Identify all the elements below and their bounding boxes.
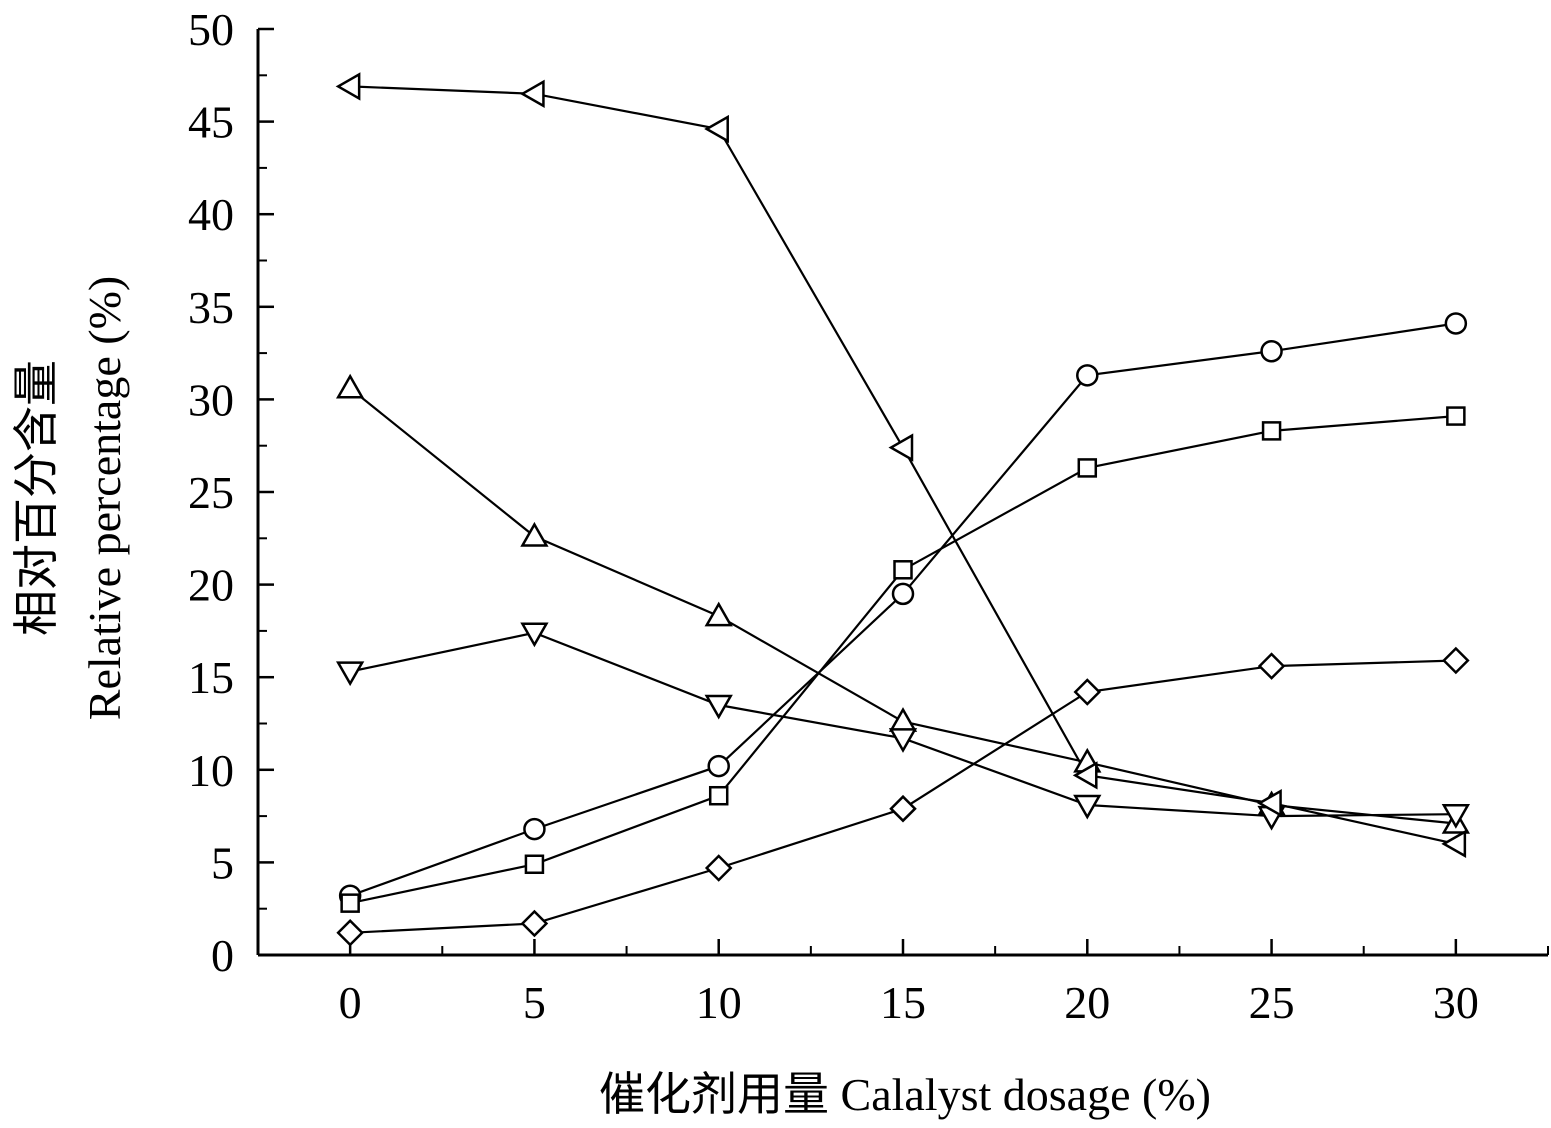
diamond-marker [1442,646,1470,675]
triangle-left-marker [1441,829,1467,859]
triangle-down-marker [1073,794,1102,820]
y-axis-ticks: 0 5 10 15 20 25 30 35 40 45 50 [188,4,274,981]
y-tick-label: 30 [188,374,234,425]
circle-marker [523,817,546,841]
y-tick-label: 25 [188,467,234,518]
triangle-up-marker [888,707,918,732]
y-tick-label: 50 [188,4,234,55]
square-marker [1261,421,1282,441]
y-axis-title-en: Relative percentage (%) [79,276,130,720]
diamond-marker [1073,678,1102,706]
y-tick-label: 5 [211,837,234,888]
square-marker [340,893,360,913]
circle-marker [1260,339,1283,363]
diamond-marker [520,909,549,938]
x-tick-label: 25 [1249,977,1295,1028]
square-marker [708,785,729,806]
triangle-down-marker [1441,803,1471,829]
x-axis-title: 催化剂用量 Calalyst dosage (%) [599,1069,1211,1120]
triangle-left-marker [335,72,361,101]
triangle-up-marker [335,373,365,399]
diamond-marker [1257,652,1286,680]
triangle-left-marker [1257,788,1282,818]
x-tick-label: 0 [339,977,362,1028]
square-marker [524,854,545,875]
circle-marker [1444,312,1468,335]
triangle-left-marker [1072,761,1098,790]
y-axis-title-cn: 相对百分含量 [11,360,62,636]
y-tick-label: 45 [188,97,234,148]
x-axis-ticks: 0 5 10 15 20 25 30 [257,939,1549,1028]
circle-marker [1076,364,1099,387]
triangle-up-marker [704,601,733,627]
square-marker [1077,458,1098,478]
x-tick-label: 20 [1064,977,1110,1028]
diamond-marker [704,854,733,882]
triangle-left-marker [888,433,914,462]
diamond-marker [889,794,917,823]
x-tick-label: 5 [523,977,546,1028]
x-tick-label: 10 [696,977,742,1028]
triangle-left-marker [519,79,545,108]
triangle-up-marker [520,521,549,547]
y-tick-label: 10 [188,745,234,796]
x-tick-label: 30 [1433,977,1479,1028]
y-tick-label: 15 [188,652,234,703]
square-marker [893,560,913,580]
y-tick-label: 0 [211,930,234,981]
circle-marker [891,582,915,606]
diamond-marker [336,919,364,947]
square-series-line [349,415,1456,905]
triangle-left-marker [704,114,729,144]
triangle-down-marker [888,728,918,753]
square-marker [1446,406,1466,426]
series-markers [335,72,1471,947]
y-tick-label: 35 [188,282,234,333]
x-tick-label: 15 [880,977,926,1028]
y-tick-label: 40 [188,189,234,240]
triangle-down-marker [520,622,549,648]
circle-marker [707,754,730,778]
triangle-down-marker [335,661,365,687]
y-tick-label: 20 [188,560,234,611]
triangle-down-marker [704,694,733,720]
